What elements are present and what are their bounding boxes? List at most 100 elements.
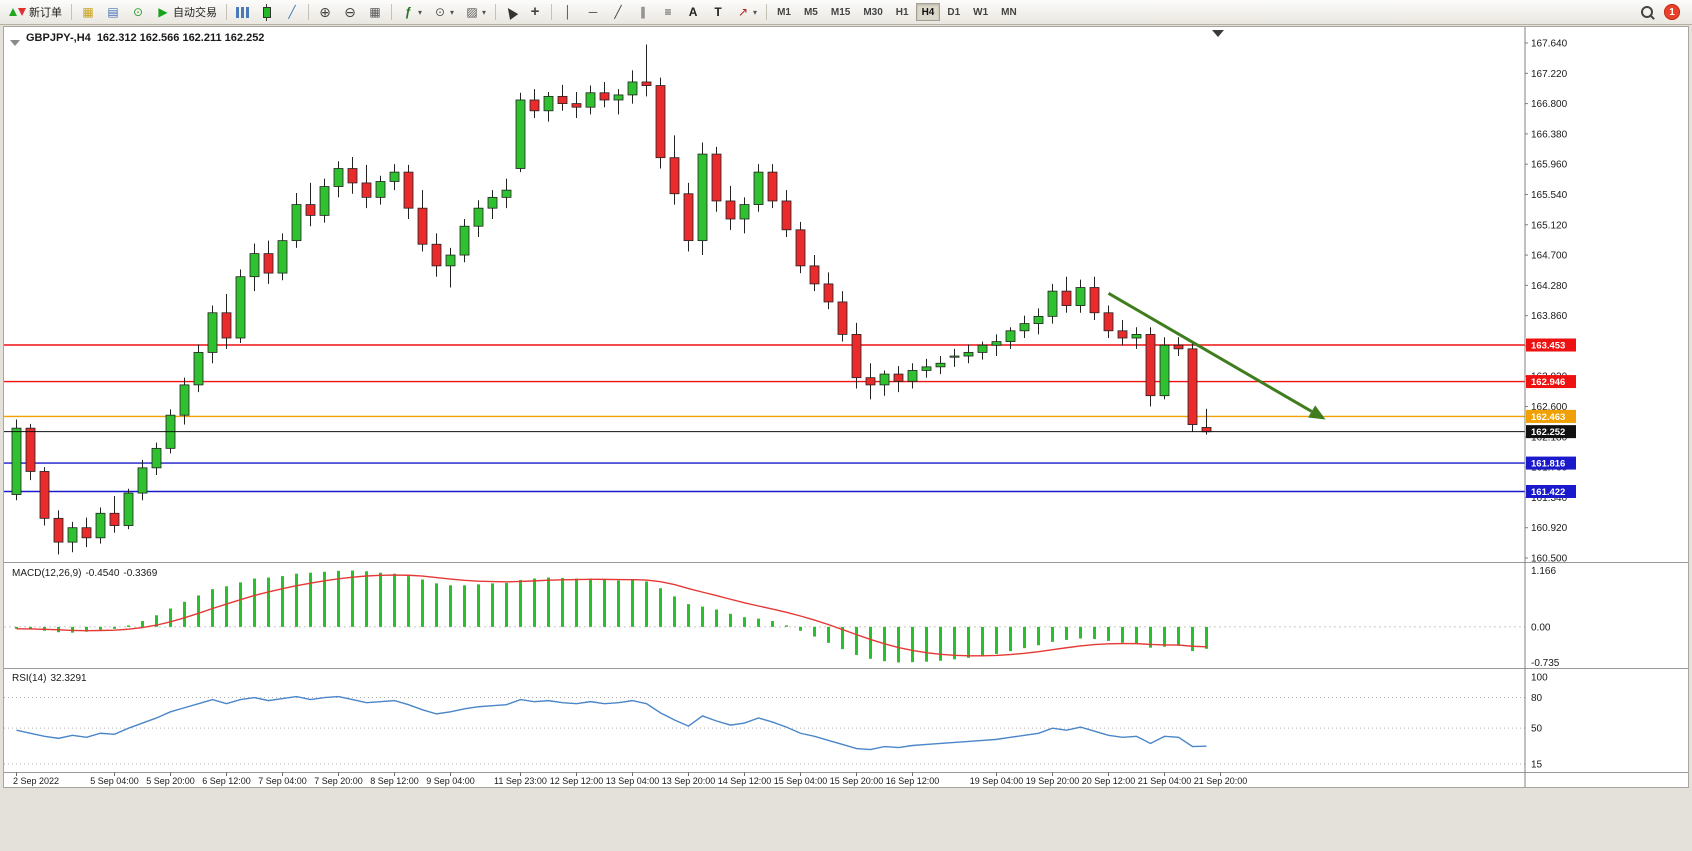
price-axis-label: 165.120 xyxy=(1531,220,1568,231)
time-axis-label: 20 Sep 12:00 xyxy=(1082,776,1136,786)
text-icon: A xyxy=(688,5,698,19)
chart-shift-marker[interactable] xyxy=(1212,30,1224,37)
vertical-line-button[interactable]: │ xyxy=(556,2,580,22)
history-center-button[interactable]: ⊙ xyxy=(126,2,150,22)
timeframe-button-d1[interactable]: D1 xyxy=(941,3,966,21)
new-order-button[interactable]: 新订单 xyxy=(4,2,67,22)
new-order-label: 新订单 xyxy=(29,7,62,19)
price-line-badge[interactable]: 162.946 xyxy=(1526,375,1576,389)
indicators-button[interactable]: ƒ ▾ xyxy=(396,2,427,22)
indicators-icon: ƒ xyxy=(404,5,412,19)
price-axis-label: 164.280 xyxy=(1531,281,1568,292)
new-order-icon xyxy=(9,8,26,16)
chevron-down-icon: ▾ xyxy=(753,7,758,17)
timeframe-button-m15[interactable]: M15 xyxy=(825,3,856,21)
toolbar-separator xyxy=(766,4,768,20)
zoom-in-icon: ⊕ xyxy=(319,4,331,20)
time-axis-label: 12 Sep 12:00 xyxy=(550,776,604,786)
trendline-icon: ╱ xyxy=(614,5,622,19)
timeframe-group: M1 M5 M15 M30 H1 H4 D1 W1 MN xyxy=(771,3,1023,21)
timeframe-button-h1[interactable]: H1 xyxy=(890,3,915,21)
search-button[interactable] xyxy=(1636,2,1658,22)
time-axis-label: 21 Sep 20:00 xyxy=(1194,776,1248,786)
timeframe-button-m5[interactable]: M5 xyxy=(798,3,824,21)
svg-text:161.422: 161.422 xyxy=(1531,487,1565,498)
channel-button[interactable]: ∥ xyxy=(631,2,655,22)
macd-axis-label: -0.735 xyxy=(1531,658,1560,669)
chart-title: GBPJPY-,H4 162.312 162.566 162.211 162.25… xyxy=(26,32,264,44)
periods-button[interactable]: ⊙ ▾ xyxy=(428,2,459,22)
rsi-line xyxy=(16,695,1207,751)
timeframe-button-m30[interactable]: M30 xyxy=(857,3,888,21)
toolbar-separator xyxy=(226,4,227,20)
timeframe-button-h4[interactable]: H4 xyxy=(915,3,941,21)
price-line-badge[interactable]: 162.463 xyxy=(1526,409,1576,423)
autotrading-button[interactable]: ▶ 自动交易 xyxy=(151,2,222,22)
hline-objects-layer[interactable] xyxy=(4,344,1525,493)
price-line-badge[interactable]: 161.422 xyxy=(1526,484,1576,498)
trendline-button[interactable]: ╱ xyxy=(606,2,630,22)
trend-arrow-object[interactable] xyxy=(1107,291,1326,420)
rsi-axis-label: 50 xyxy=(1531,724,1543,735)
crosshair-icon: + xyxy=(530,3,540,20)
chevron-down-icon: ▾ xyxy=(418,7,423,17)
vertical-line-icon: │ xyxy=(564,5,572,19)
price-axis-label: 166.380 xyxy=(1531,129,1568,140)
price-line-badge[interactable]: 162.252 xyxy=(1526,425,1576,439)
macd-indicator-label: MACD(12,26,9) -0.4540 -0.3369 xyxy=(12,568,161,579)
text-button[interactable]: A xyxy=(681,2,705,22)
chart-canvas[interactable]: 1.166 0.00 -0.735 100 80 50 15 167.640 167.220 16… xyxy=(4,27,1688,787)
time-axis-label: 6 Sep 12:00 xyxy=(202,776,251,786)
charts-icon: ▦ xyxy=(82,5,94,19)
autotrading-play-icon: ▶ xyxy=(158,5,168,19)
bar-chart-button[interactable] xyxy=(231,2,254,22)
price-axis-label: 160.500 xyxy=(1531,554,1568,565)
macd-main-value: -0.4540 xyxy=(85,568,120,579)
bar-chart-icon xyxy=(236,6,249,18)
horizontal-line-button[interactable]: ─ xyxy=(581,2,605,22)
svg-text:161.816: 161.816 xyxy=(1531,459,1565,470)
time-axis[interactable]: 2 Sep 2022 5 Sep 04:00 5 Sep 20:00 6 Sep 12… xyxy=(13,772,1248,787)
time-axis-label: 14 Sep 12:00 xyxy=(718,776,772,786)
line-chart-button[interactable]: ╱ xyxy=(280,2,304,22)
cursor-button[interactable] xyxy=(500,2,522,22)
rsi-indicator-label: RSI(14) 32.3291 xyxy=(12,673,91,684)
notification-badge[interactable]: 1 xyxy=(1664,4,1680,20)
templates-button[interactable]: ▨ ▾ xyxy=(460,2,491,22)
timeframe-button-mn[interactable]: MN xyxy=(995,3,1023,21)
rsi-value: 32.3291 xyxy=(50,673,87,684)
timeframe-button-m1[interactable]: M1 xyxy=(771,3,797,21)
candles-layer xyxy=(11,44,1212,555)
crosshair-button[interactable]: + xyxy=(523,2,547,22)
rsi-panel: 100 80 50 15 xyxy=(4,673,1548,770)
toolbar-separator xyxy=(71,4,72,20)
time-axis-label: 16 Sep 12:00 xyxy=(886,776,940,786)
text-label-button[interactable]: T xyxy=(706,2,730,22)
price-line-badge[interactable]: 161.816 xyxy=(1526,456,1576,470)
history-icon: ⊙ xyxy=(132,5,144,19)
fibonacci-button[interactable]: ≡ xyxy=(656,2,680,22)
time-axis-label: 5 Sep 04:00 xyxy=(90,776,139,786)
candlestick-chart-button[interactable] xyxy=(255,2,279,22)
text-label-icon: T xyxy=(714,5,722,19)
time-axis-label: 2 Sep 2022 xyxy=(13,776,59,786)
charts-button[interactable]: ▦ xyxy=(76,2,100,22)
price-axis-label: 163.860 xyxy=(1531,311,1568,322)
tile-windows-button[interactable]: ▦ xyxy=(363,2,387,22)
zoom-out-button[interactable]: ⊖ xyxy=(338,2,362,22)
chevron-down-icon xyxy=(10,40,20,46)
arrows-button[interactable]: ↗ ▾ xyxy=(731,2,762,22)
zoom-in-button[interactable]: ⊕ xyxy=(313,2,337,22)
one-click-trading-toggle[interactable] xyxy=(10,33,22,46)
rsi-axis-label: 80 xyxy=(1531,693,1543,704)
timeframe-button-w1[interactable]: W1 xyxy=(967,3,994,21)
macd-signal-value: -0.3369 xyxy=(123,568,158,579)
arrow-object-icon: ↗ xyxy=(738,5,749,19)
price-axis-label: 162.600 xyxy=(1531,402,1568,413)
profiles-button[interactable]: ▤ xyxy=(101,2,125,22)
rsi-name: RSI(14) xyxy=(12,673,47,684)
price-line-badge[interactable]: 163.453 xyxy=(1526,338,1576,352)
macd-panel: 1.166 0.00 -0.735 xyxy=(4,566,1560,669)
svg-text:162.252: 162.252 xyxy=(1531,427,1565,438)
time-axis-label: 13 Sep 04:00 xyxy=(606,776,660,786)
